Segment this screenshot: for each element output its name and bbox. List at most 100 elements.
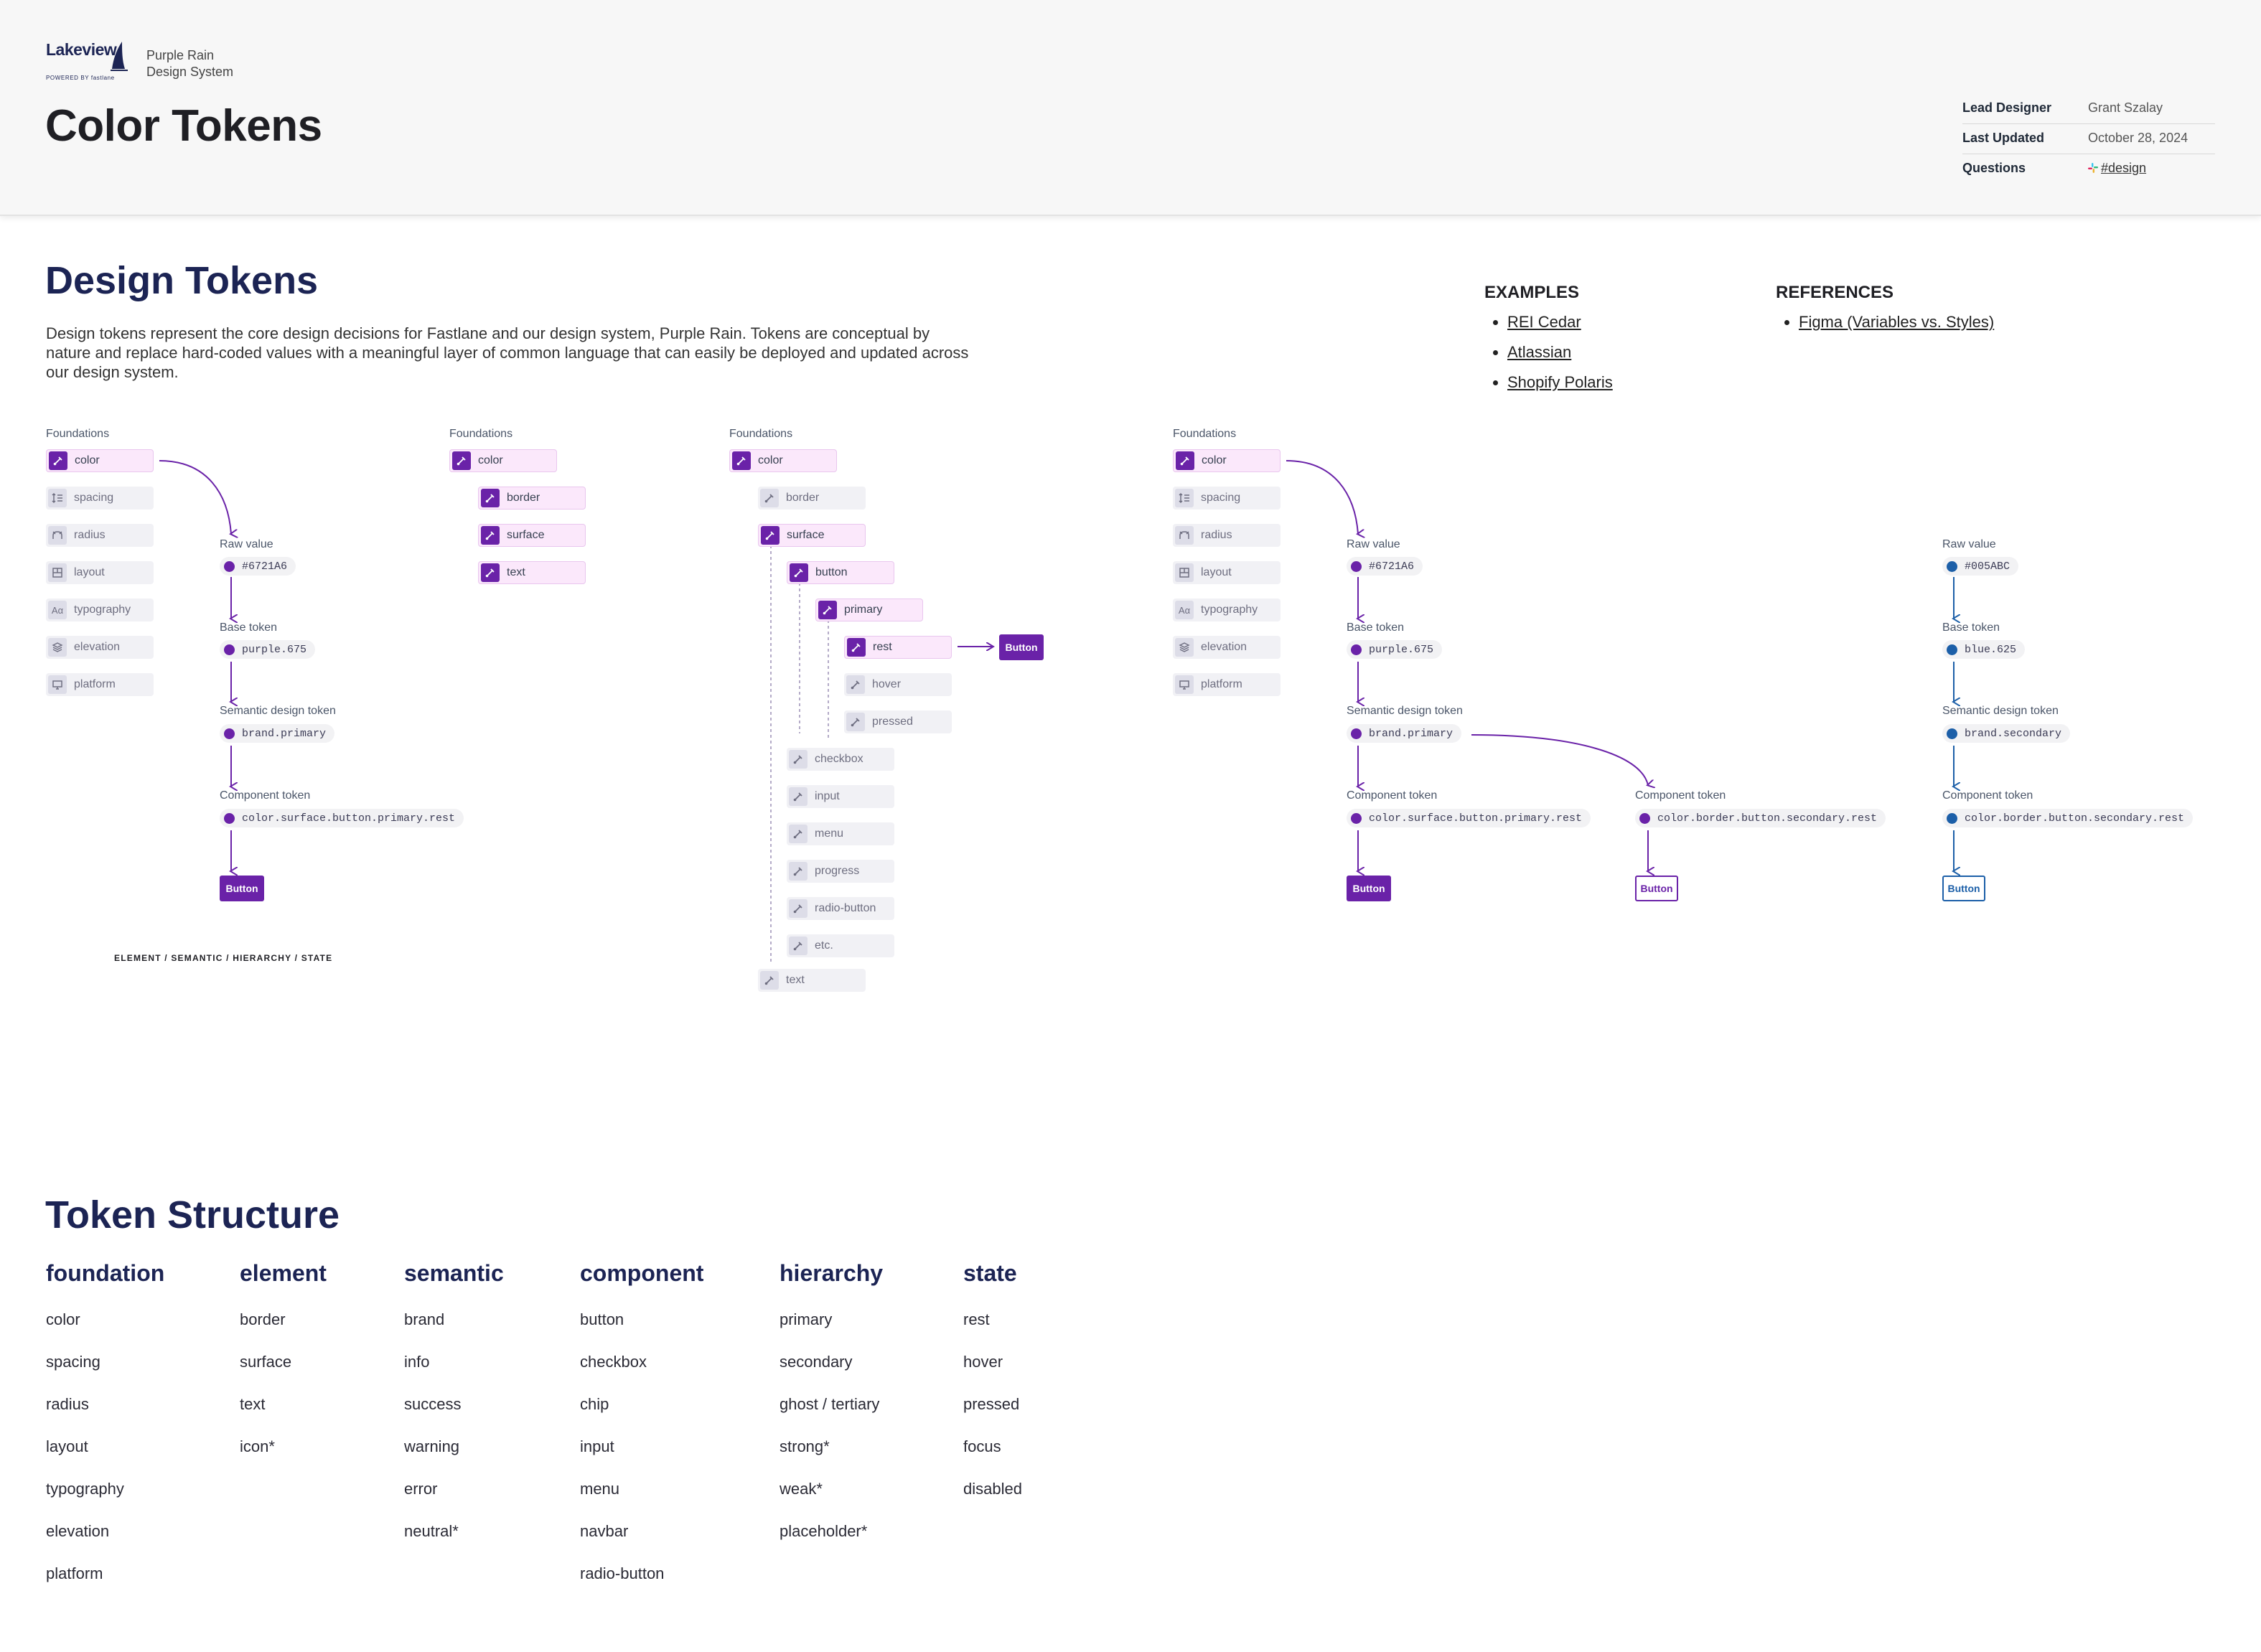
column-item: info [404,1353,430,1371]
component-token: color.surface.button.primary.rest [220,809,464,827]
column-item: spacing [46,1353,100,1371]
meta-value-link[interactable]: #design [2088,161,2146,176]
column-item: ghost / tertiary [780,1395,880,1413]
column-item: warning [404,1437,460,1455]
tree-menu[interactable]: menu [787,822,894,845]
foundation-color[interactable]: color [46,449,154,472]
foundation-radius[interactable]: radius [1173,524,1281,547]
color-swatch [224,728,235,739]
tree-radio-button[interactable]: radio-button [787,897,894,920]
foundation-elevation[interactable]: elevation [1173,636,1281,659]
foundation-spacing[interactable]: spacing [46,487,154,510]
button-preview-secondary[interactable]: Button [1635,876,1678,901]
reference-link[interactable]: Figma (Variables vs. Styles) [1799,313,1995,331]
example-item[interactable]: Shopify Polaris [1507,373,1613,392]
tree-surface[interactable]: surface [758,524,866,547]
column-title: element [240,1260,327,1286]
tree-color[interactable]: color [729,449,837,472]
column-item: platform [46,1564,103,1582]
tree-rest[interactable]: rest [844,636,952,659]
base-token: purple.675 [220,640,316,659]
color-swatch [1947,644,1957,655]
tree-checkbox[interactable]: checkbox [787,748,894,771]
foundation-label: color [478,454,503,466]
tree-text[interactable]: text [758,969,866,992]
button-preview-rest[interactable]: Button [999,634,1044,660]
meta-last-updated: Last Updated October 28, 2024 [1962,123,2215,154]
button-preview-primary[interactable]: Button [220,876,264,901]
paintbrush-icon [789,862,808,881]
tree-border[interactable]: border [758,487,866,510]
base-token-blue: blue.625 [1942,640,2026,659]
design-channel-link[interactable]: #design [2101,161,2147,175]
base-token-label: Base token [1347,621,1405,634]
radius-icon [48,526,67,545]
foundation-spacing[interactable]: spacing [1173,487,1281,510]
example-item[interactable]: REI Cedar [1507,313,1613,332]
tree-label: input [815,790,840,802]
foundation-typography[interactable]: Aα typography [46,599,154,621]
column-item: checkbox [580,1353,647,1371]
paintbrush-icon [847,638,866,657]
tree-primary[interactable]: primary [815,599,923,621]
spacing-icon [48,489,67,507]
element-border[interactable]: border [478,487,586,510]
examples-heading: EXAMPLES [1484,283,1580,302]
tree-label: checkbox [815,753,863,765]
paintbrush-icon [846,675,865,694]
paintbrush-icon [761,526,780,545]
paintbrush-icon [481,563,500,582]
logo-tagline: POWERED BY fastlane [46,75,115,81]
tree-label: progress [815,865,860,877]
button-preview-primary[interactable]: Button [1347,876,1391,901]
foundation-label: elevation [1201,641,1247,653]
foundation-typography[interactable]: Aα typography [1173,599,1281,621]
token-text: brand.secondary [1965,727,2062,740]
foundation-label: layout [74,566,105,578]
tree-label: radio-button [815,902,876,914]
element-label: surface [507,529,545,541]
foundation-radius[interactable]: radius [46,524,154,547]
color-swatch [1351,644,1362,655]
column-title: foundation [46,1260,165,1286]
tree-label: border [786,492,820,504]
token-text: #6721A6 [1369,560,1415,573]
column-title: component [580,1260,704,1286]
reference-item[interactable]: Figma (Variables vs. Styles) [1799,313,1994,332]
example-item[interactable]: Atlassian [1507,343,1613,362]
element-text[interactable]: text [478,561,586,584]
foundation-layout[interactable]: layout [1173,561,1281,584]
column-item: color [46,1310,80,1328]
example-link[interactable]: Shopify Polaris [1507,373,1613,391]
paintbrush-icon [481,489,500,507]
tree-guides [770,545,993,963]
foundation-label: radius [74,529,106,541]
tree-pressed[interactable]: pressed [844,710,952,733]
example-link[interactable]: REI Cedar [1507,313,1581,331]
foundation-color[interactable]: color [449,449,557,472]
tree-input[interactable]: input [787,785,894,808]
tree-etc[interactable]: etc. [787,934,894,957]
arrows-diagram-1 [159,460,231,871]
button-preview-blue[interactable]: Button [1942,876,1985,901]
tree-button[interactable]: button [787,561,894,584]
tree-progress[interactable]: progress [787,860,894,883]
typography-icon: Aα [48,601,67,619]
element-surface[interactable]: surface [478,524,586,547]
foundation-platform[interactable]: platform [1173,673,1281,696]
foundation-platform[interactable]: platform [46,673,154,696]
tree-hover[interactable]: hover [844,673,952,696]
foundation-color[interactable]: color [1173,449,1281,472]
component-token: color.surface.button.primary.rest [1347,809,1591,827]
column-item: error [404,1480,438,1498]
example-link[interactable]: Atlassian [1507,343,1572,361]
tree-label: menu [815,827,844,840]
meta-key: Lead Designer [1962,100,2052,115]
token-text: color.surface.button.primary.rest [1369,812,1583,825]
foundations-label: Foundations [449,428,513,440]
component-token-secondary: color.border.button.secondary.rest [1635,809,1886,827]
monitor-icon [48,675,67,694]
foundation-elevation[interactable]: elevation [46,636,154,659]
foundation-layout[interactable]: layout [46,561,154,584]
foundation-label: layout [1201,566,1232,578]
